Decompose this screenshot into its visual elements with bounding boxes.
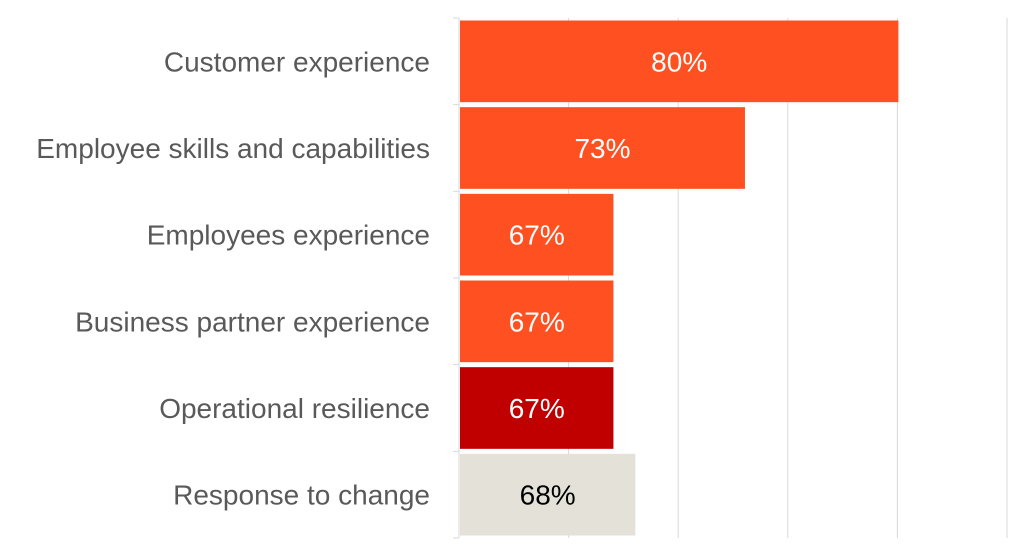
category-label: Employee skills and capabilities: [36, 133, 430, 164]
y-axis: Customer experience Employee skills and c…: [36, 17, 460, 539]
category-label: Business partner experience: [75, 306, 430, 337]
category-label: Operational resilience: [159, 393, 430, 424]
bars: 80% 73% 67% 67% 67% 68%: [460, 20, 899, 536]
data-label: 73%: [574, 133, 630, 164]
data-label: 67%: [509, 220, 565, 251]
bar: [460, 107, 745, 189]
bar: [460, 367, 614, 449]
data-label: 68%: [520, 480, 576, 511]
bar: [460, 280, 614, 363]
gridlines: [568, 18, 1008, 538]
data-label: 80%: [651, 46, 707, 77]
category-label: Customer experience: [164, 46, 430, 77]
data-label: 67%: [509, 393, 565, 424]
category-label: Response to change: [173, 480, 430, 511]
bar: [460, 193, 614, 276]
category-label: Employees experience: [147, 220, 430, 251]
bar: [460, 453, 636, 536]
data-label: 67%: [509, 306, 565, 337]
bar: [460, 20, 899, 103]
